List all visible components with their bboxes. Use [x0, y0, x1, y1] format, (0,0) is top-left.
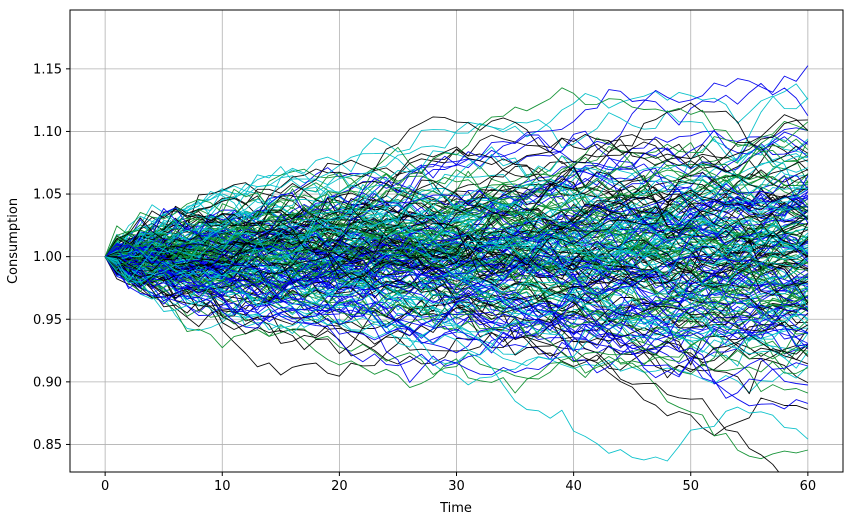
series-layer [104, 65, 809, 472]
y-tick-label: 1.05 [33, 188, 62, 203]
consumption-path [105, 233, 808, 339]
consumption-path [104, 244, 809, 385]
consumption-path [104, 120, 809, 257]
consumption-path [105, 218, 809, 299]
consumption-path [104, 210, 809, 272]
consumption-path [104, 87, 809, 263]
y-tick-label: 1.10 [33, 125, 62, 140]
consumption-path [104, 216, 809, 273]
consumption-path [105, 175, 809, 258]
consumption-path [104, 252, 809, 354]
consumption-path [105, 156, 809, 260]
consumption-path [104, 217, 809, 304]
consumption-path [105, 201, 809, 258]
consumption-path [104, 222, 809, 339]
x-tick-label: 10 [214, 479, 231, 494]
consumption-path [104, 82, 809, 258]
consumption-path [104, 247, 809, 394]
consumption-path [104, 150, 808, 261]
consumption-path [105, 245, 808, 376]
y-tick-label: 1.00 [33, 250, 62, 265]
consumption-path [104, 189, 809, 258]
consumption-path [104, 256, 809, 354]
x-tick-label: 30 [448, 479, 465, 494]
consumption-path [104, 187, 809, 265]
consumption-path [104, 231, 809, 462]
consumption-path [104, 205, 808, 305]
consumption-path [104, 237, 809, 329]
consumption-path [104, 208, 809, 311]
y-axis-label: Consumption [6, 198, 21, 284]
consumption-path [105, 222, 809, 323]
x-tick-label: 60 [800, 479, 817, 494]
x-tick-label: 40 [565, 479, 582, 494]
consumption-path [105, 216, 809, 307]
tick-layer: 0 10 20 30 40 50 60 0.85 0.90 0.95 1.00 1.05 1.10 1.1… [33, 62, 816, 494]
consumption-path [104, 241, 809, 311]
x-tick-label: 20 [331, 479, 348, 494]
consumption-path [105, 202, 809, 282]
x-tick-label: 50 [682, 479, 699, 494]
y-tick-label: 0.95 [33, 313, 62, 328]
consumption-path [104, 256, 809, 361]
y-tick-label: 1.15 [33, 62, 62, 77]
consumption-path [104, 194, 809, 277]
x-axis-label: Time [439, 501, 472, 516]
x-tick-label: 0 [101, 479, 109, 494]
consumption-path [104, 194, 809, 284]
consumption-path [105, 227, 809, 333]
consumption-path [104, 186, 808, 264]
consumption-path [104, 256, 809, 366]
consumption-path [104, 200, 808, 335]
consumption-path [105, 254, 809, 350]
consumption-path [104, 91, 809, 258]
consumption-path [104, 218, 809, 312]
consumption-path [104, 159, 809, 278]
consumption-path [104, 110, 809, 265]
y-tick-label: 0.85 [33, 438, 62, 453]
consumption-path [105, 255, 809, 298]
y-tick-label: 0.90 [33, 375, 62, 390]
consumption-path [104, 220, 808, 291]
consumption-path [104, 141, 809, 287]
consumption-path [104, 245, 809, 314]
consumption-path [104, 245, 808, 318]
consumption-path [105, 256, 809, 380]
consumption-path [104, 169, 809, 277]
consumption-path [105, 165, 809, 263]
consumption-path [105, 129, 809, 287]
consumption-path [104, 200, 809, 289]
consumption-path [104, 138, 809, 257]
consumption-path [104, 256, 809, 355]
consumption-path [105, 194, 809, 272]
consumption-path [104, 114, 809, 273]
